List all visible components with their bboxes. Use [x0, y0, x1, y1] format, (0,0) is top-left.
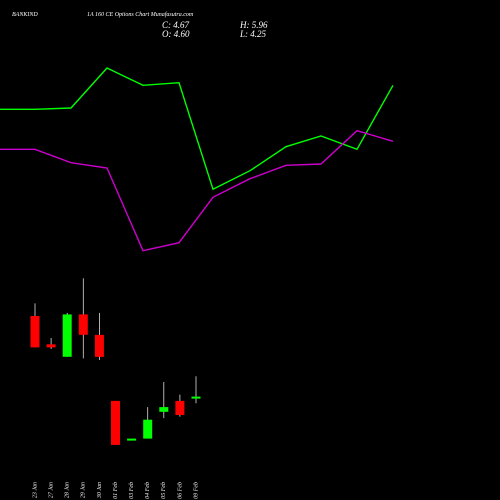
- x-tick-label: 30 Jan: [97, 482, 103, 499]
- high-value: H: 5.96: [239, 20, 268, 30]
- candle-body: [46, 344, 56, 348]
- x-tick-label: 05 Feb: [161, 482, 167, 499]
- candle-body: [30, 316, 40, 348]
- x-tick-label: 29 Jan: [81, 482, 87, 498]
- line-series-1: [0, 67, 394, 191]
- x-tick-label: 27 Jan: [48, 482, 54, 498]
- x-axis-ticks: 23 Jan 27 Jan 28 Jan 29 Jan 30 Jan 01 Feb 03 F…: [32, 482, 199, 499]
- chart-title: 1A 160 CE Options Chart Munafasutra.com: [87, 11, 194, 18]
- candle-body: [78, 314, 88, 335]
- x-tick-label: 03 Feb: [129, 482, 135, 499]
- x-tick-label: 09 Feb: [193, 482, 199, 499]
- x-tick-label: 23 Jan: [32, 482, 38, 498]
- x-tick-label: 28 Jan: [65, 482, 71, 498]
- candle-body: [175, 400, 185, 415]
- open-value: O: 4.60: [162, 29, 190, 39]
- x-tick-label: 04 Feb: [144, 482, 151, 499]
- candle-body: [143, 419, 153, 439]
- candle-body: [159, 407, 169, 412]
- candle-body: [191, 396, 201, 399]
- low-value: L: 4.25: [239, 29, 267, 39]
- close-value: C: 4.67: [162, 20, 190, 30]
- candle-body: [127, 438, 137, 441]
- candle-body: [111, 400, 120, 445]
- indicator-lines: [0, 67, 394, 252]
- candle-body: [62, 314, 72, 357]
- symbol-label: BANKIND: [12, 12, 38, 18]
- line-series-2: [0, 129, 394, 252]
- x-tick-label: 06 Feb: [177, 482, 183, 499]
- x-tick-label: 01 Feb: [113, 482, 119, 499]
- candle-body: [94, 334, 104, 357]
- candlesticks: [30, 278, 201, 445]
